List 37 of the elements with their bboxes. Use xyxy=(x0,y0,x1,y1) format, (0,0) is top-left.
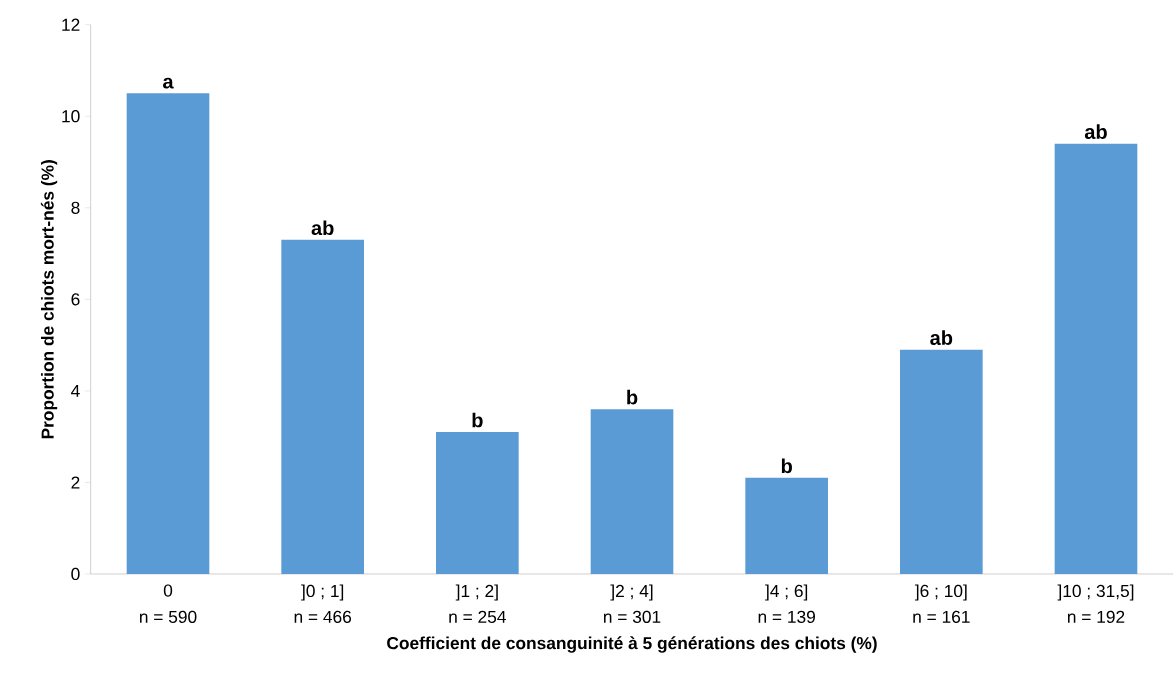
text: n = 301 xyxy=(603,610,661,623)
bar xyxy=(436,432,519,574)
text: n = 590 xyxy=(140,610,197,623)
y-tick-label: 10 xyxy=(62,110,80,123)
y-tick-label: 4 xyxy=(71,384,80,397)
annotation: ab xyxy=(930,330,953,345)
annotation: b xyxy=(472,412,483,428)
x-tick-label: 0 xyxy=(163,584,173,597)
bar xyxy=(745,477,828,574)
x-tick-label: ]10 ; 31,5] xyxy=(1057,584,1134,601)
x-axis-title: Coefficient de consanguinité à 5 générations des chiots (%) xyxy=(387,636,877,653)
bar xyxy=(281,239,364,574)
y-tick-label: 0 xyxy=(71,567,80,581)
bar xyxy=(126,93,210,574)
y-tick-label: 8 xyxy=(71,201,80,214)
bar xyxy=(899,349,983,574)
annotation: b xyxy=(627,389,638,405)
x-tick-label: ]4 ; 6] xyxy=(765,584,808,601)
text: n = 466 xyxy=(294,610,352,623)
text: n = 192 xyxy=(1067,610,1125,623)
text: n = 254 xyxy=(449,610,506,623)
bar xyxy=(590,409,674,574)
bar xyxy=(1054,143,1138,574)
annotation: ab xyxy=(1084,124,1107,139)
text: n = 139 xyxy=(758,610,815,623)
text: n = 161 xyxy=(913,610,970,623)
x-tick-label: ]2 ; 4] xyxy=(610,584,653,601)
y-tick-label: 6 xyxy=(71,293,80,306)
annotation: ab xyxy=(311,220,334,236)
annotation: b xyxy=(781,458,792,474)
y-tick-label: 2 xyxy=(71,476,80,489)
x-tick-label: ]6 ; 10] xyxy=(914,584,967,601)
annotation: a xyxy=(163,77,174,89)
y-axis-title: Proportion de chiots mort-nés (%) xyxy=(40,160,58,439)
x-tick-label: ]1 ; 2] xyxy=(455,584,498,601)
x-tick-label: ]0 ; 1] xyxy=(301,584,344,601)
y-tick-label: 12 xyxy=(62,18,80,31)
